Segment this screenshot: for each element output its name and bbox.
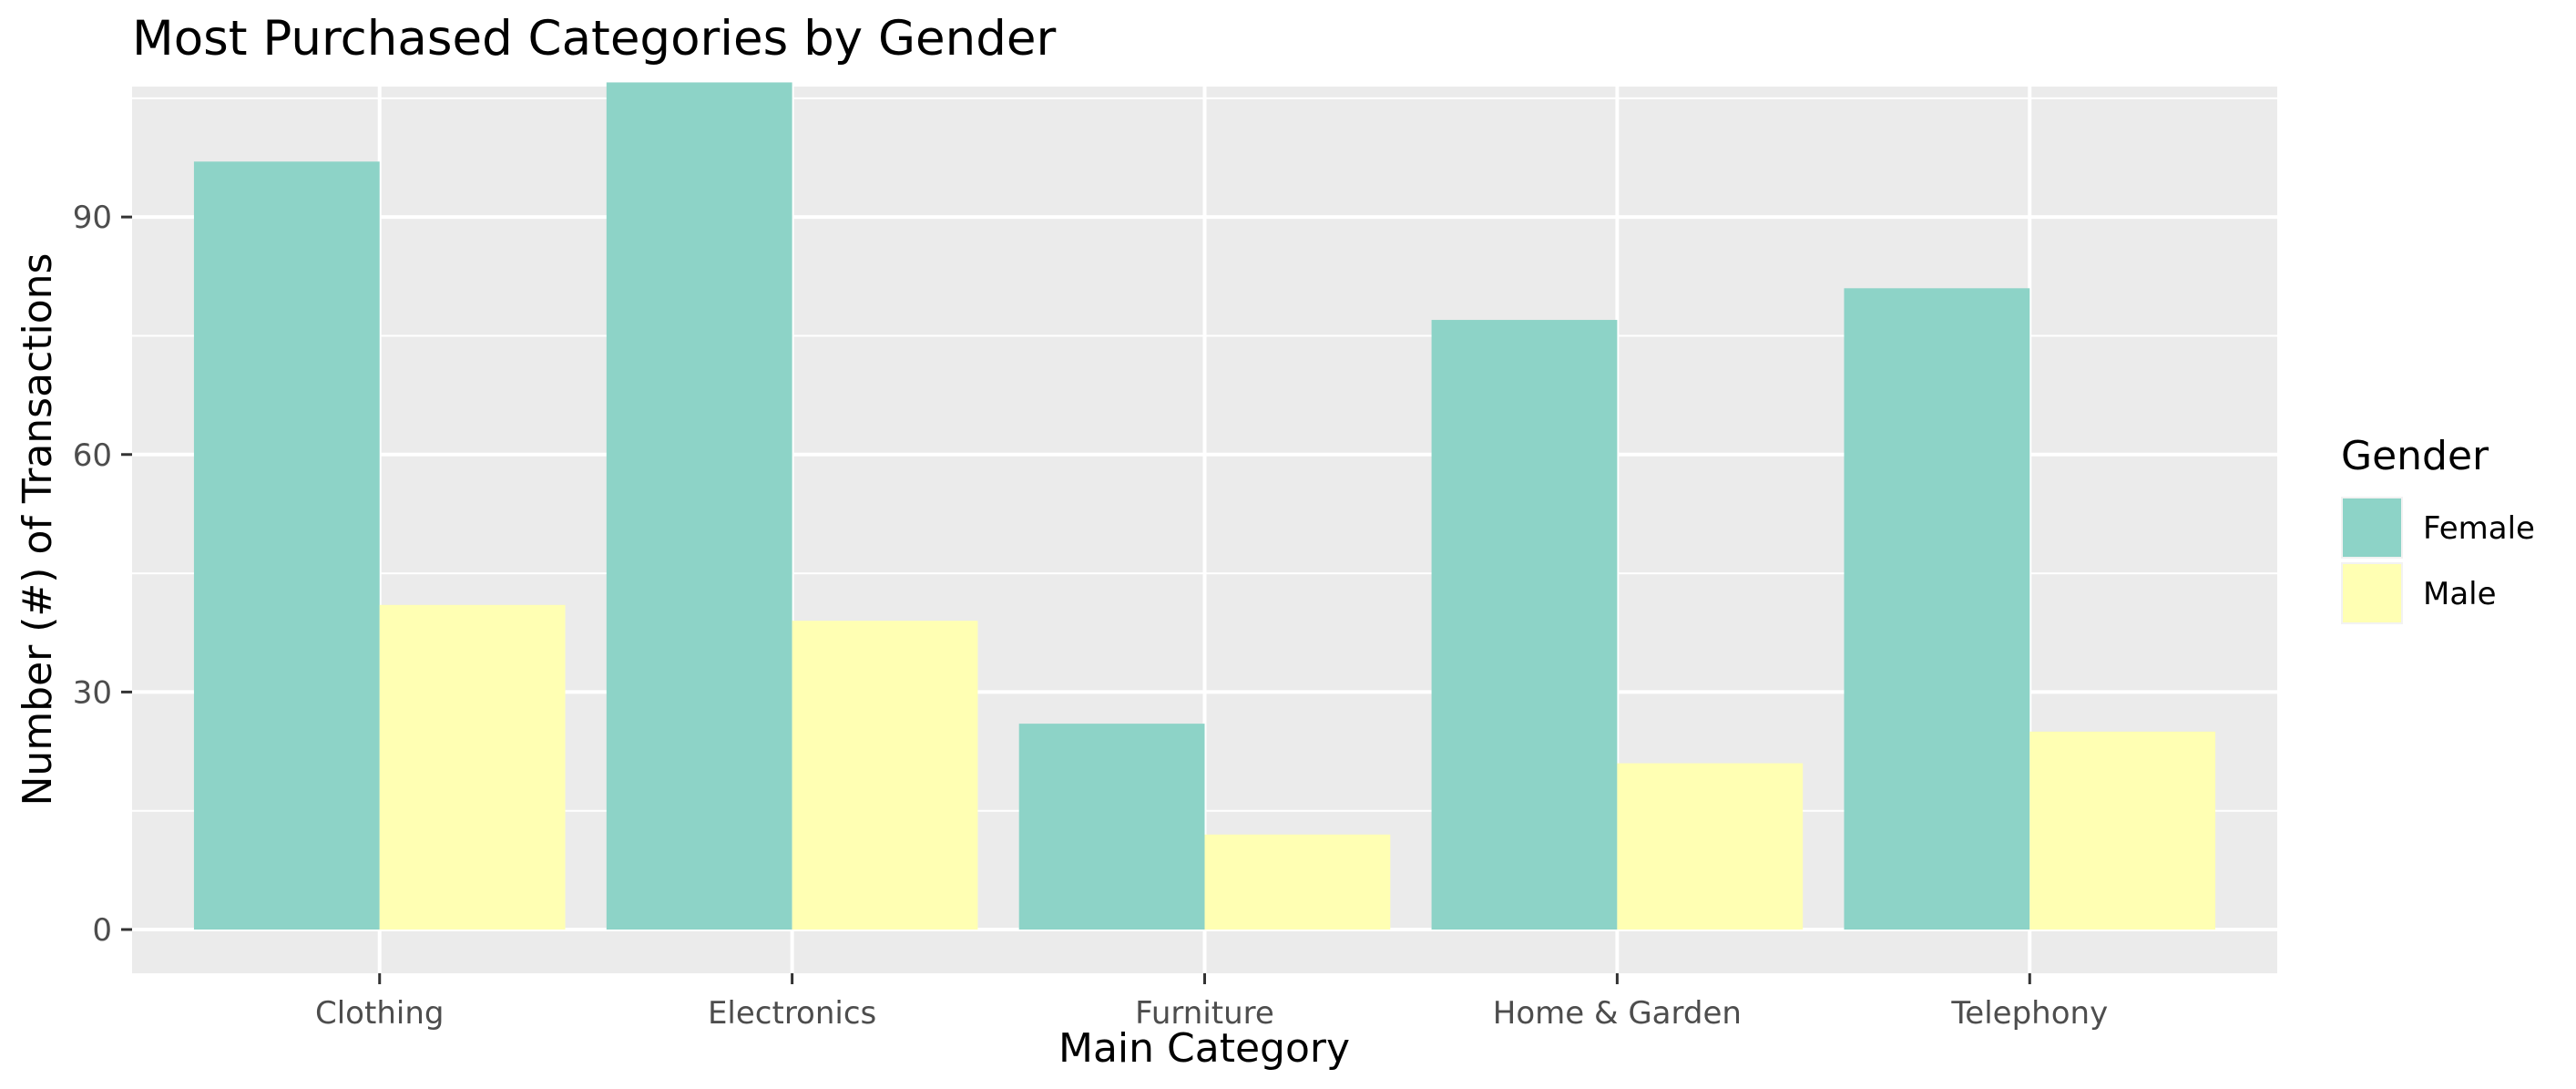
legend-label-female: Female	[2423, 510, 2535, 547]
legend-swatch-female	[2343, 498, 2401, 557]
x-tick-label: Home & Garden	[1493, 995, 1742, 1032]
bar-female-home-garden	[1431, 320, 1618, 930]
bar-male-home-garden	[1617, 763, 1804, 930]
x-tick-label: Electronics	[708, 995, 876, 1032]
legend: Gender Female Male	[2341, 433, 2535, 624]
y-tick-label: 60	[73, 437, 112, 474]
bar-female-clothing	[193, 161, 380, 930]
y-tick-label: 90	[73, 200, 112, 236]
legend-title: Gender	[2341, 433, 2489, 479]
x-axis-title: Main Category	[1058, 1025, 1350, 1072]
legend-label-male: Male	[2423, 576, 2497, 612]
bar-male-furniture	[1204, 834, 1391, 930]
chart-title: Most Purchased Categories by Gender	[132, 11, 1056, 67]
bar-male-telephony	[2029, 731, 2216, 930]
x-tick-label: Clothing	[315, 995, 444, 1032]
bar-male-electronics	[792, 621, 978, 930]
y-axis-title: Number (#) of Transactions	[15, 253, 61, 806]
bar-female-furniture	[1018, 724, 1205, 930]
legend-swatch-male	[2343, 564, 2401, 622]
bar-male-clothing	[379, 604, 566, 930]
bars	[193, 82, 2216, 930]
y-tick-label: 30	[73, 674, 112, 711]
y-tick-label: 0	[92, 912, 112, 949]
axes: 0 30 60 90 Clothing Electronics Furniture Home …	[73, 200, 2108, 1032]
x-tick-label: Telephony	[1950, 995, 2108, 1032]
x-tick-label: Furniture	[1135, 995, 1274, 1032]
bar-female-electronics	[606, 82, 792, 930]
bar-female-telephony	[1844, 288, 2030, 930]
